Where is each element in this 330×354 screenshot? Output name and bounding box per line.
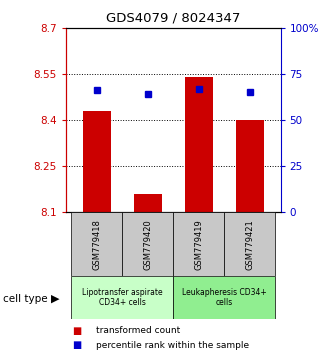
- Text: GSM779419: GSM779419: [194, 219, 203, 270]
- Bar: [236, 120, 264, 212]
- Bar: [185, 78, 213, 212]
- Bar: [71, 276, 173, 319]
- Bar: [134, 194, 162, 212]
- Text: ■: ■: [73, 340, 82, 350]
- Text: cell type: cell type: [3, 294, 48, 304]
- Text: Lipotransfer aspirate
CD34+ cells: Lipotransfer aspirate CD34+ cells: [82, 288, 162, 307]
- Text: percentile rank within the sample: percentile rank within the sample: [96, 341, 249, 350]
- Bar: [173, 276, 276, 319]
- Text: Leukapheresis CD34+
cells: Leukapheresis CD34+ cells: [182, 288, 267, 307]
- Text: ▶: ▶: [51, 294, 60, 304]
- Text: GSM779421: GSM779421: [246, 219, 254, 270]
- Text: transformed count: transformed count: [96, 326, 180, 336]
- Title: GDS4079 / 8024347: GDS4079 / 8024347: [106, 11, 241, 24]
- Bar: [82, 111, 111, 212]
- Bar: [173, 212, 224, 276]
- Bar: [224, 212, 276, 276]
- Text: GSM779420: GSM779420: [143, 219, 152, 270]
- Text: ■: ■: [73, 326, 82, 336]
- Text: GSM779418: GSM779418: [92, 219, 101, 270]
- Bar: [122, 212, 173, 276]
- Bar: [71, 212, 122, 276]
